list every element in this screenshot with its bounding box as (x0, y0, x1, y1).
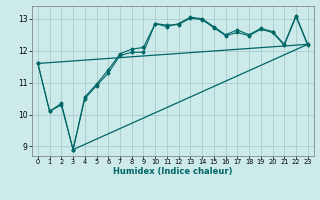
X-axis label: Humidex (Indice chaleur): Humidex (Indice chaleur) (113, 167, 233, 176)
